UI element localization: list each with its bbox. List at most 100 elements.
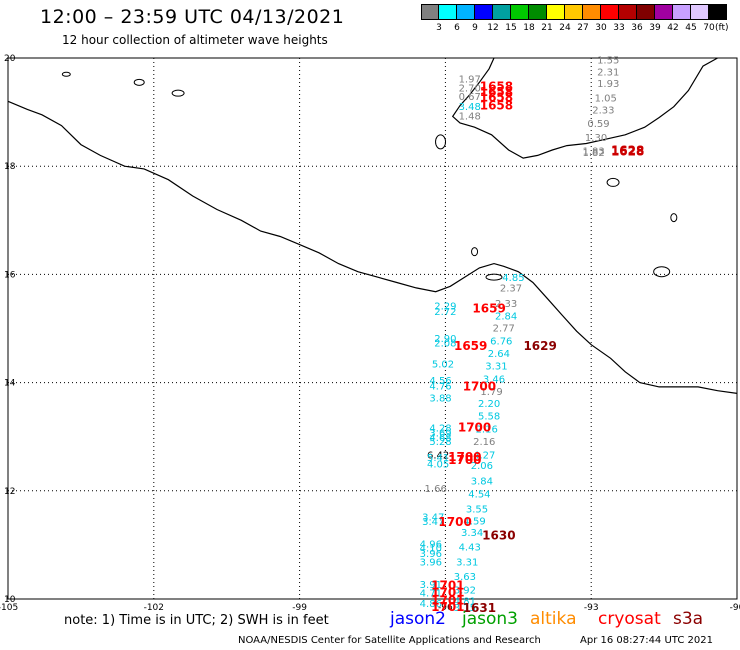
wave-height-label: 2.90 — [434, 334, 456, 345]
lake-outline — [171, 89, 185, 97]
page-title: 12:00 – 23:59 UTC 04/13/2021 — [40, 6, 345, 28]
pass-time-label: 1701 — [431, 600, 464, 614]
wave-height-label: 4.81 — [454, 596, 476, 607]
wave-height-label: 2.72 — [434, 307, 456, 318]
pass-time-label: 1631 — [463, 601, 496, 615]
wave-height-label: 3.31 — [456, 557, 478, 568]
wave-height-label: 4.71 — [420, 588, 442, 599]
wave-height-label: 2.20 — [478, 399, 500, 410]
wave-height-label: 1.83 — [582, 146, 604, 157]
wave-height-label: 6.42 — [427, 450, 449, 461]
pass-time-label: 1700 — [438, 515, 471, 529]
wave-height-label: 2.33 — [592, 106, 614, 117]
wave-height-label: 1.30 — [585, 133, 607, 144]
color-scale-label: 42 — [667, 23, 679, 33]
pass-time-label: 1700 — [448, 453, 481, 467]
credit-line: NOAA/NESDIS Center for Satellite Applica… — [238, 635, 541, 646]
wave-height-label: 4.43 — [459, 542, 481, 553]
color-swatch — [529, 4, 547, 20]
color-swatch — [619, 4, 637, 20]
wave-height-label: 1.05 — [595, 93, 617, 104]
wave-height-label: 3.84 — [471, 476, 493, 487]
page-subtitle: 12 hour collection of altimeter wave hei… — [62, 33, 328, 47]
lat-tick-label: 10 — [4, 595, 16, 605]
color-swatch — [493, 4, 511, 20]
lon-tick-label: -93 — [584, 603, 599, 613]
pass-time-label: 1700 — [463, 380, 496, 394]
pass-time-label: 1701 — [431, 593, 464, 607]
wave-height-label: 3.91 — [420, 580, 442, 591]
gulf-coastline — [451, 57, 718, 159]
wave-height-label: 3.48 — [459, 102, 481, 113]
footer-note: note: 1) Time is in UTC; 2) SWH is in fe… — [64, 613, 329, 628]
wave-height-label: 1.48 — [459, 112, 481, 123]
wave-height-label: 2.08 — [434, 338, 456, 349]
wave-height-label: 3.31 — [485, 362, 507, 373]
legend-jason2: jason2 — [390, 609, 446, 629]
pass-time-label: 1658 — [480, 90, 513, 104]
wave-height-label: 3.92 — [454, 586, 476, 597]
wave-height-label: 1.55 — [597, 55, 619, 66]
wave-height-label: 3.63 — [454, 572, 476, 583]
lat-tick-label: 14 — [4, 379, 16, 389]
wave-height-label: 2.84 — [495, 311, 517, 322]
legend-altika: altika — [530, 609, 577, 629]
pass-time-label: 1700 — [458, 420, 491, 434]
color-swatch — [583, 4, 601, 20]
wave-height-label: 4.27 — [473, 450, 495, 461]
generated-timestamp: Apr 16 08:27:44 UTC 2021 — [580, 635, 713, 646]
wave-height-label: 3.96 — [420, 557, 442, 568]
pass-time-label: 1659 — [472, 301, 505, 315]
color-scale-label: 18 — [523, 23, 535, 33]
pass-time-label: 1701 — [431, 578, 464, 592]
lon-tick-label: -105 — [0, 603, 18, 613]
color-scale-label: 9 — [472, 23, 478, 33]
color-scale-label: 21 — [541, 23, 553, 33]
color-scale-label: 33 — [613, 23, 625, 33]
wave-height-label: 4.85 — [502, 273, 524, 284]
lake-outline — [653, 266, 671, 278]
wave-height-label: 2.29 — [434, 302, 456, 313]
wave-height-label: 4.68 — [429, 433, 451, 444]
color-scale-label: 45 — [685, 23, 697, 33]
color-swatch — [601, 4, 619, 20]
color-scale-label: 70 — [703, 23, 715, 33]
color-scale-label: 30 — [595, 23, 607, 33]
wave-height-label: 1.82 — [582, 148, 604, 159]
color-scale-label: 12 — [487, 23, 499, 33]
lon-tick-label: -102 — [144, 603, 164, 613]
wave-height-label: 2.37 — [500, 284, 522, 295]
lat-tick-label: 20 — [4, 54, 16, 64]
wave-height-label: 5.02 — [432, 359, 454, 370]
wave-height-label: 3.96 — [420, 549, 442, 560]
wave-height-label: 5.58 — [478, 411, 500, 422]
pass-time-label: 1628 — [611, 144, 644, 158]
legend-jason3: jason3 — [462, 609, 518, 629]
wave-height-label: 3.47 — [422, 513, 444, 524]
map-frame — [7, 57, 738, 600]
pass-time-label: 1658 — [480, 85, 513, 99]
pass-time-label: 1658 — [480, 98, 513, 112]
lake-outline — [61, 71, 71, 77]
pass-time-label: 1700 — [448, 450, 481, 464]
wave-height-label: 6.76 — [490, 337, 512, 348]
pass-time-label: 1630 — [482, 528, 515, 542]
wave-height-label: 3.34 — [461, 528, 483, 539]
pass-time-label: 1659 — [454, 339, 487, 353]
pass-time-label: 1629 — [523, 339, 556, 353]
wave-height-label: 5.41 — [427, 453, 449, 464]
color-swatch — [547, 4, 565, 20]
wave-height-label: 2.70 — [459, 84, 481, 95]
wave-height-label: 3.47 — [422, 517, 444, 528]
wave-height-label: 2.64 — [488, 349, 510, 360]
wave-height-label: 5.28 — [429, 437, 451, 448]
wave-height-label: 4.28 — [429, 423, 451, 434]
wave-height-label: 1.97 — [459, 74, 481, 85]
color-swatch — [565, 4, 583, 20]
color-scale-label: 27 — [577, 23, 589, 33]
color-swatch — [511, 4, 529, 20]
wave-height-label: 2.31 — [597, 67, 619, 78]
pass-time-label: 1658 — [480, 79, 513, 93]
wave-height-label: 3.46 — [483, 375, 505, 386]
